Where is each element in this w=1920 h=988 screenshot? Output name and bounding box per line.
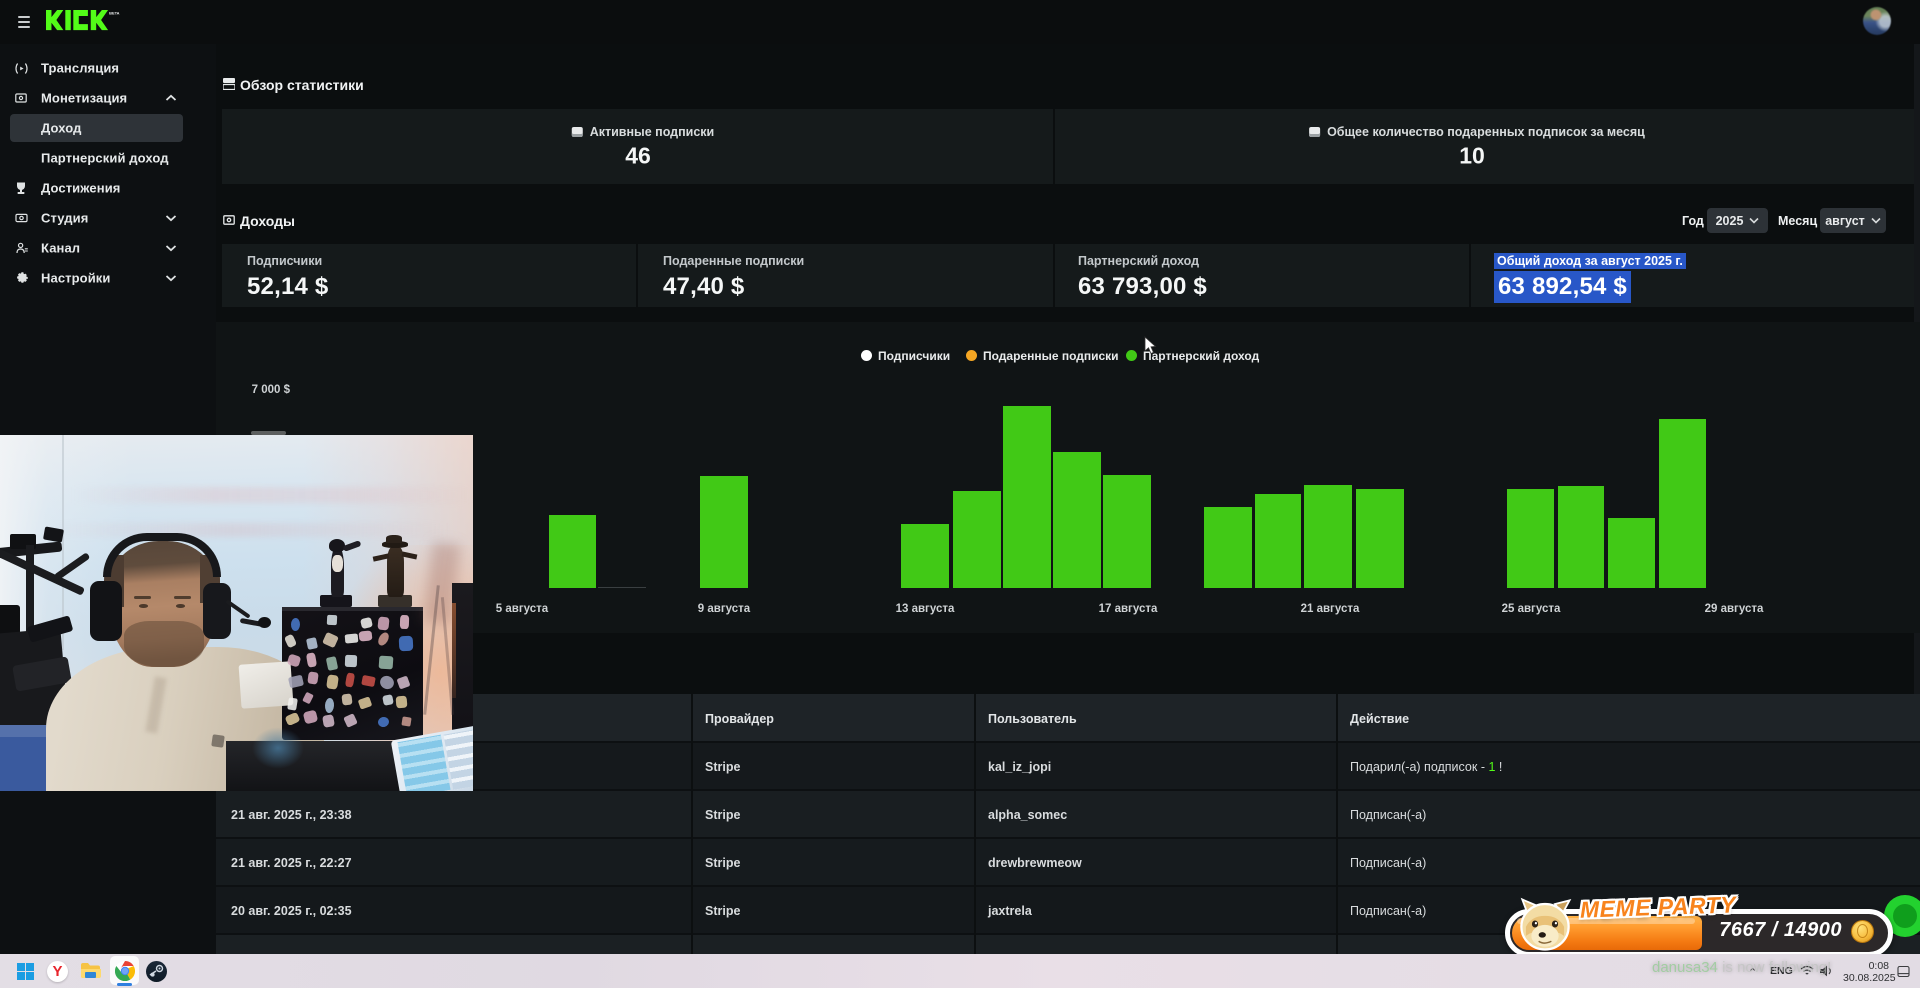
svg-text:BETA: BETA: [109, 11, 120, 16]
